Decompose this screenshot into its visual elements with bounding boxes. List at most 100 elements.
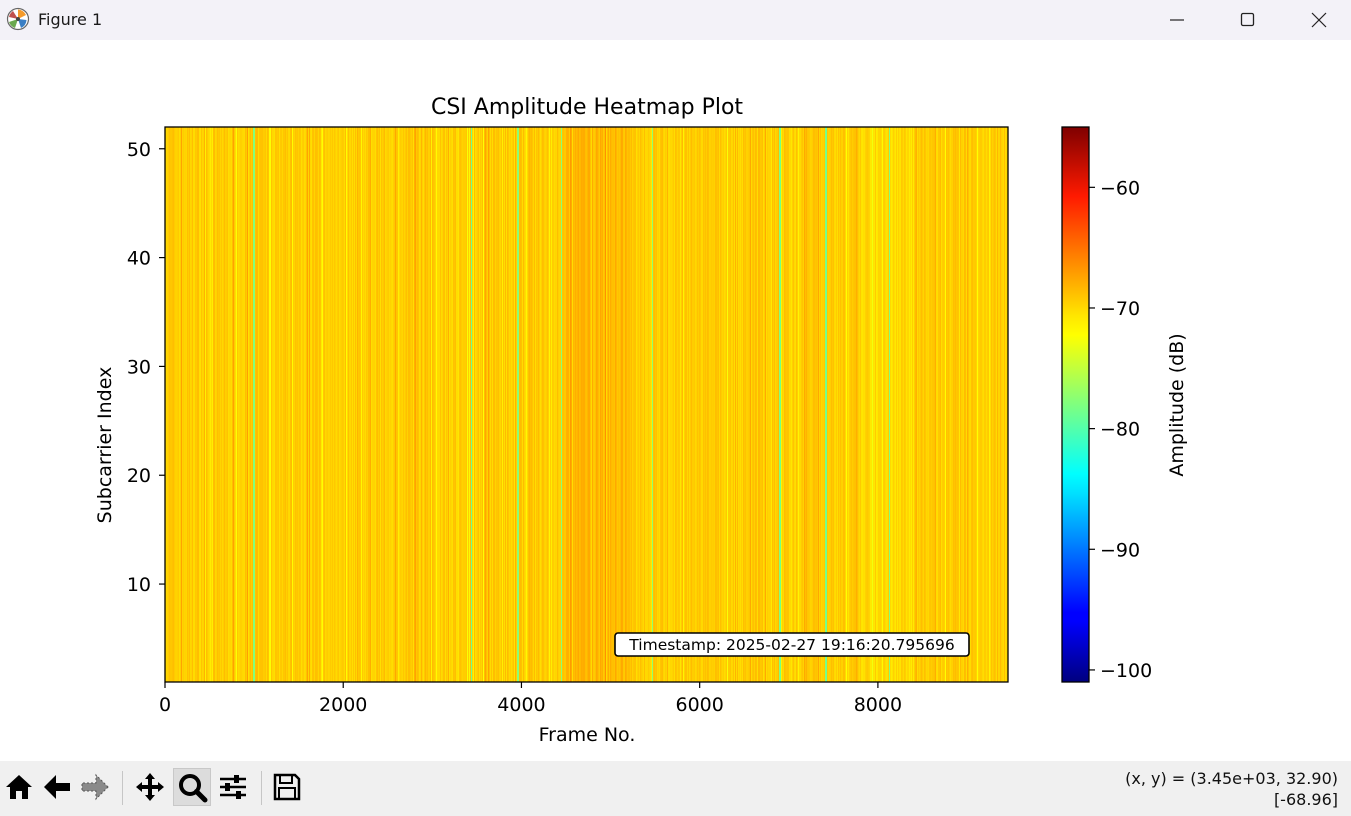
- heatmap-column: [958, 127, 960, 682]
- back-button[interactable]: [38, 768, 76, 806]
- heatmap-column: [482, 127, 484, 682]
- heatmap-column: [848, 127, 850, 682]
- heatmap-column: [666, 127, 668, 682]
- heatmap-column: [739, 127, 741, 682]
- heatmap-column: [331, 127, 333, 682]
- maximize-button[interactable]: [1213, 0, 1283, 40]
- heatmap-column: [560, 127, 562, 682]
- heatmap-column: [312, 127, 314, 682]
- heatmap-column: [866, 127, 868, 682]
- heatmap-column: [333, 127, 335, 682]
- heatmap-column: [640, 127, 642, 682]
- heatmap-column: [646, 127, 648, 682]
- heatmap-column: [696, 127, 698, 682]
- heatmap-column: [308, 127, 310, 682]
- heatmap-column: [239, 127, 241, 682]
- heatmap-column: [204, 127, 206, 682]
- pan-button[interactable]: [131, 768, 169, 806]
- heatmap-column: [630, 127, 632, 682]
- heatmap-column: [626, 127, 628, 682]
- heatmap-column: [758, 127, 760, 682]
- heatmap-column: [426, 127, 428, 682]
- heatmap-column: [525, 127, 527, 682]
- heatmap-column: [200, 127, 202, 682]
- heatmap-column: [449, 127, 451, 682]
- minimize-button[interactable]: [1142, 0, 1212, 40]
- heatmap-column: [249, 127, 251, 682]
- heatmap-column: [504, 127, 506, 682]
- heatmap-column: [708, 127, 710, 682]
- y-tick-label: 40: [127, 248, 151, 270]
- heatmap-column: [648, 127, 650, 682]
- heatmap-column: [463, 127, 465, 682]
- heatmap-column: [831, 127, 833, 682]
- heatmap-column: [992, 127, 994, 682]
- zoom-button[interactable]: [173, 768, 211, 806]
- heatmap-column: [774, 127, 776, 682]
- heatmap-column: [869, 127, 871, 682]
- heatmap-column: [847, 127, 849, 682]
- heatmap-column: [736, 127, 738, 682]
- heatmap-column: [459, 127, 461, 682]
- heatmap-column: [455, 127, 457, 682]
- figure-canvas[interactable]: CSI Amplitude Heatmap Plot 0 2000 4000 6000…: [0, 40, 1351, 761]
- heatmap-column: [910, 127, 912, 682]
- heatmap-column: [707, 127, 709, 682]
- heatmap-column: [458, 127, 460, 682]
- heatmap-column: [668, 127, 670, 682]
- heatmap-column: [729, 127, 731, 682]
- heatmap-column: [896, 127, 898, 682]
- forward-button[interactable]: [76, 768, 114, 806]
- y-tick-label: 10: [127, 574, 151, 596]
- home-button[interactable]: [0, 768, 38, 806]
- heatmap-column: [328, 127, 330, 682]
- heatmap-column: [275, 127, 277, 682]
- heatmap-column: [939, 127, 941, 682]
- x-tick-label: 0: [159, 694, 171, 716]
- heatmap-column: [614, 127, 616, 682]
- heatmap-column: [581, 127, 583, 682]
- heatmap-column: [879, 127, 881, 682]
- heatmap-column: [667, 127, 669, 682]
- heatmap-column: [368, 127, 370, 682]
- heatmap-column: [662, 127, 664, 682]
- heatmap-column: [506, 127, 508, 682]
- heatmap-column: [659, 127, 661, 682]
- heatmap-column: [800, 127, 802, 682]
- heatmap-column: [741, 127, 743, 682]
- save-button[interactable]: [268, 768, 306, 806]
- heatmap-column: [382, 127, 384, 682]
- heatmap-column: [927, 127, 929, 682]
- heatmap-column: [981, 127, 983, 682]
- heatmap-column: [270, 127, 272, 682]
- heatmap-column: [948, 127, 950, 682]
- heatmap-column: [323, 127, 325, 682]
- heatmap-column: [766, 127, 768, 682]
- heatmap-column: [480, 127, 482, 682]
- heatmap-column: [841, 127, 843, 682]
- heatmap-column: [334, 127, 336, 682]
- y-tick-label: 50: [127, 139, 151, 161]
- close-button[interactable]: [1284, 0, 1351, 40]
- heatmap-column: [803, 127, 805, 682]
- heatmap-column: [602, 127, 604, 682]
- heatmap-column: [950, 127, 952, 682]
- coords-value: [-68.96]: [1273, 790, 1338, 809]
- heatmap-column: [870, 127, 872, 682]
- heatmap-column: [639, 127, 641, 682]
- heatmap-column: [244, 127, 246, 682]
- heatmap-column: [815, 127, 817, 682]
- heatmap-chart[interactable]: CSI Amplitude Heatmap Plot 0 2000 4000 6000…: [0, 40, 1351, 761]
- heatmap-column: [325, 127, 327, 682]
- home-icon: [6, 775, 32, 799]
- heatmap-column: [167, 127, 169, 682]
- heatmap-column: [702, 127, 704, 682]
- heatmap-column: [765, 127, 767, 682]
- heatmap-column: [269, 127, 271, 682]
- heatmap-column: [330, 127, 332, 682]
- heatmap-column: [586, 127, 588, 682]
- heatmap-column: [538, 127, 540, 682]
- subplots-button[interactable]: [214, 768, 252, 806]
- heatmap-column: [651, 127, 653, 682]
- heatmap-column: [474, 127, 476, 682]
